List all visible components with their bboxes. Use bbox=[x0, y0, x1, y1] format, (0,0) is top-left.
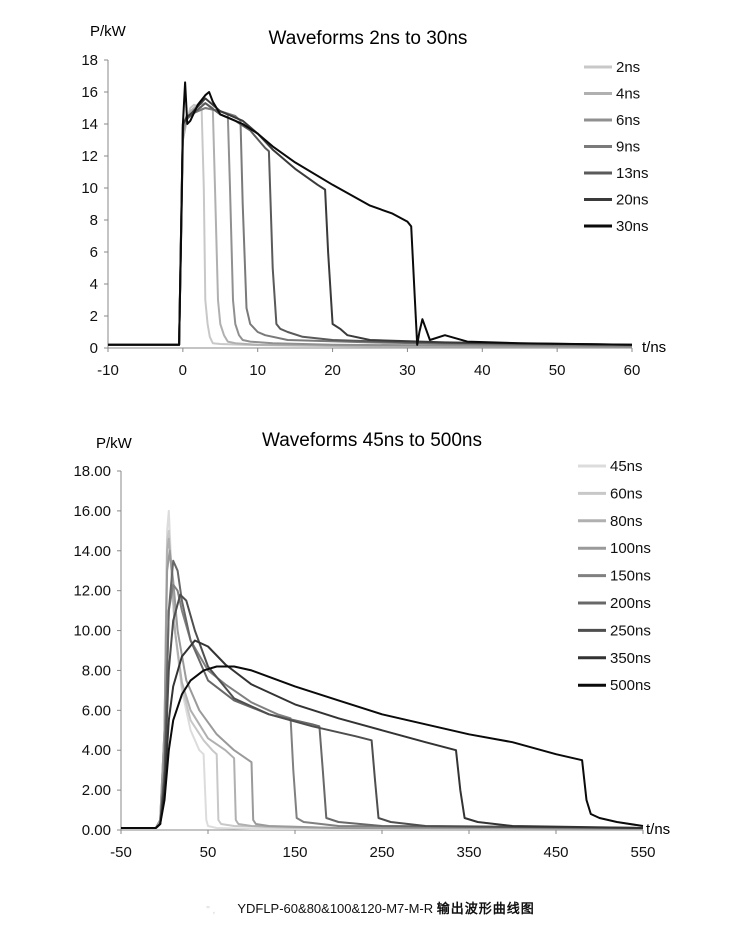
y-tick-label: 6 bbox=[90, 244, 98, 261]
y-axis-label: P/kW bbox=[90, 23, 127, 40]
y-tick-label: 0.00 bbox=[82, 822, 111, 839]
series-line-45ns bbox=[121, 509, 643, 830]
legend-label: 150ns bbox=[610, 568, 651, 585]
series-line-4ns bbox=[108, 102, 632, 348]
x-tick-label: 30 bbox=[399, 362, 416, 379]
legend-label: 250ns bbox=[610, 622, 651, 639]
legend-label: 45ns bbox=[610, 458, 643, 475]
y-tick-label: 10.00 bbox=[73, 623, 111, 640]
x-axis-label: t/ns bbox=[642, 339, 666, 356]
series-line-9ns bbox=[108, 107, 633, 347]
x-tick-label: -50 bbox=[110, 844, 132, 861]
x-axis-label: t/ns bbox=[646, 821, 670, 838]
y-tick-label: 8 bbox=[90, 212, 98, 229]
x-tick-label: 150 bbox=[282, 844, 307, 861]
x-tick-label: 550 bbox=[630, 844, 655, 861]
x-tick-label: 0 bbox=[179, 362, 187, 379]
x-tick-label: 450 bbox=[543, 844, 568, 861]
x-tick-label: 20 bbox=[324, 362, 341, 379]
legend-label: 20ns bbox=[616, 192, 649, 209]
legend-label: 30ns bbox=[616, 218, 649, 235]
x-tick-label: 250 bbox=[369, 844, 394, 861]
y-axis-label: P/kW bbox=[96, 435, 133, 452]
y-tick-label: 6.00 bbox=[82, 702, 111, 719]
y-tick-label: 10 bbox=[81, 180, 98, 197]
series-line-20ns bbox=[108, 97, 633, 346]
x-tick-label: 350 bbox=[456, 844, 481, 861]
legend-label: 100ns bbox=[610, 540, 651, 557]
x-tick-label: 40 bbox=[474, 362, 491, 379]
y-tick-label: 12.00 bbox=[73, 583, 111, 600]
y-tick-label: 8.00 bbox=[82, 662, 111, 679]
series-line-200ns bbox=[121, 559, 644, 829]
legend-label: 500ns bbox=[610, 677, 651, 694]
legend-label: 80ns bbox=[610, 513, 643, 530]
y-tick-label: 0 bbox=[90, 340, 98, 357]
y-tick-label: 14.00 bbox=[73, 543, 111, 560]
series-line-6ns bbox=[108, 107, 633, 348]
y-tick-label: 4.00 bbox=[82, 742, 111, 759]
y-tick-label: 16 bbox=[81, 84, 98, 101]
legend-label: 60ns bbox=[610, 485, 643, 502]
legend-label: 2ns bbox=[616, 59, 640, 76]
series-line-60ns bbox=[121, 529, 644, 830]
series-line-30ns bbox=[108, 81, 633, 346]
chart-title: Waveforms 45ns to 500ns bbox=[262, 430, 482, 451]
series-line-500ns bbox=[121, 665, 644, 829]
x-tick-label: 50 bbox=[549, 362, 566, 379]
legend-label: 4ns bbox=[616, 86, 640, 103]
y-tick-label: 18.00 bbox=[73, 463, 111, 480]
series-line-150ns bbox=[121, 583, 644, 829]
y-tick-label: 14 bbox=[81, 116, 98, 133]
y-tick-label: 2 bbox=[90, 308, 98, 325]
figure-caption: " , YDFLP-60&80&100&120-M7-M-R 输出波形曲线图 bbox=[0, 898, 741, 917]
y-tick-label: 18 bbox=[81, 52, 98, 69]
series-line-80ns bbox=[121, 537, 644, 830]
legend-label: 6ns bbox=[616, 112, 640, 129]
legend-label: 9ns bbox=[616, 139, 640, 156]
caption-model: YDFLP-60&80&100&120-M7-M-R bbox=[237, 901, 434, 916]
chart-2ns-to-30ns: Waveforms 2ns to 30ns P/kW t/ns 0 2 4 6 8 10 1… bbox=[81, 23, 666, 379]
legend-label: 200ns bbox=[610, 595, 651, 612]
legend-label: 350ns bbox=[610, 650, 651, 667]
series-line-250ns bbox=[121, 593, 644, 829]
series-line-350ns bbox=[121, 639, 644, 829]
y-tick-label: 2.00 bbox=[82, 782, 111, 799]
chart-45ns-to-500ns: Waveforms 45ns to 500ns P/kW t/ns 0.00 2.… bbox=[73, 430, 670, 861]
caption-title-cn: 输出波形曲线图 bbox=[436, 902, 535, 917]
x-tick-label: 10 bbox=[249, 362, 266, 379]
y-tick-label: 12 bbox=[81, 148, 98, 165]
y-tick-label: 16.00 bbox=[73, 503, 111, 520]
caption-mark: " , bbox=[206, 905, 216, 916]
chart-title: Waveforms 2ns to 30ns bbox=[269, 28, 468, 49]
x-tick-label: 60 bbox=[624, 362, 641, 379]
series-line-100ns bbox=[121, 549, 644, 830]
series-line-2ns bbox=[108, 103, 632, 348]
series-line-13ns bbox=[108, 102, 633, 346]
y-tick-label: 4 bbox=[90, 276, 98, 293]
x-tick-label: -10 bbox=[97, 362, 119, 379]
x-tick-label: 50 bbox=[200, 844, 217, 861]
legend-label: 13ns bbox=[616, 165, 649, 182]
